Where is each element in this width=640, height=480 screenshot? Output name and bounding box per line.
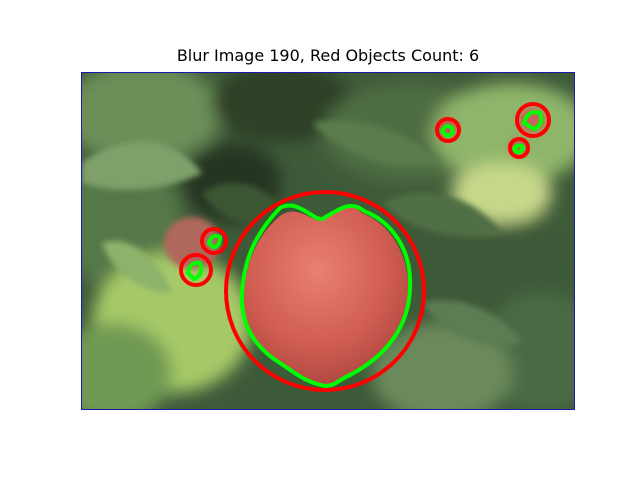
detection-circle bbox=[435, 117, 461, 143]
detection-circle bbox=[224, 190, 426, 392]
detection-circle bbox=[179, 253, 213, 287]
figure-title: Blur Image 190, Red Objects Count: 6 bbox=[176, 46, 480, 65]
object-contour bbox=[521, 110, 544, 132]
object-contour bbox=[206, 233, 223, 250]
fruit-large bbox=[243, 207, 410, 386]
detection-circle bbox=[515, 102, 551, 138]
image-panel bbox=[81, 72, 575, 410]
detection-circle bbox=[200, 227, 228, 255]
object-contour bbox=[439, 124, 455, 139]
object-contour bbox=[239, 203, 413, 389]
blurred-photo bbox=[82, 73, 574, 409]
detection-layer bbox=[179, 102, 551, 392]
object-contour bbox=[185, 260, 204, 282]
detection-circle bbox=[508, 137, 530, 159]
object-contour bbox=[511, 143, 526, 155]
